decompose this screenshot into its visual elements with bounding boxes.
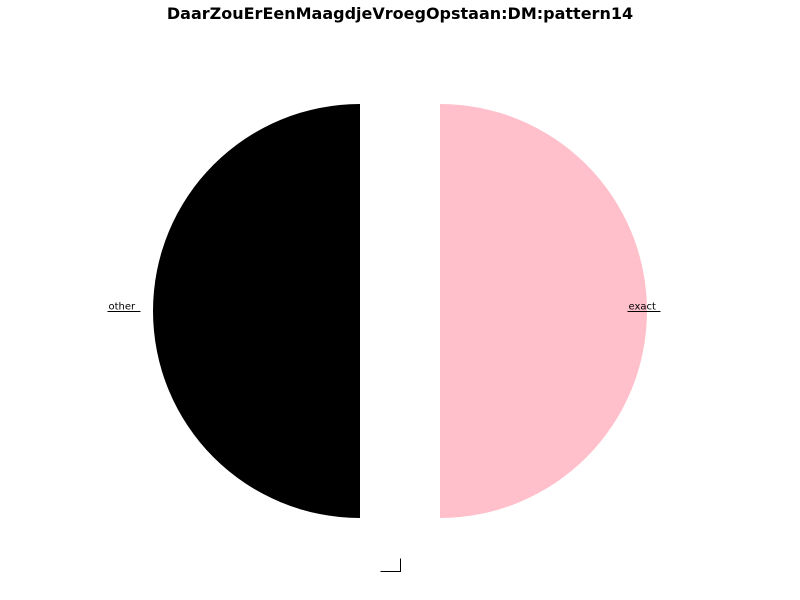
- pie-slices: [153, 104, 647, 518]
- pie-label-exact: exact: [629, 302, 657, 313]
- leader-line-unlabeled: [380, 558, 401, 572]
- pie-labels: other exact: [107, 302, 661, 572]
- chart-title: DaarZouErEenMaagdjeVroegOpstaan:DM:patte…: [167, 4, 633, 23]
- pie-label-other: other: [109, 302, 137, 313]
- pie-slice-other: [153, 104, 360, 518]
- pie-slice-exact: [440, 104, 647, 518]
